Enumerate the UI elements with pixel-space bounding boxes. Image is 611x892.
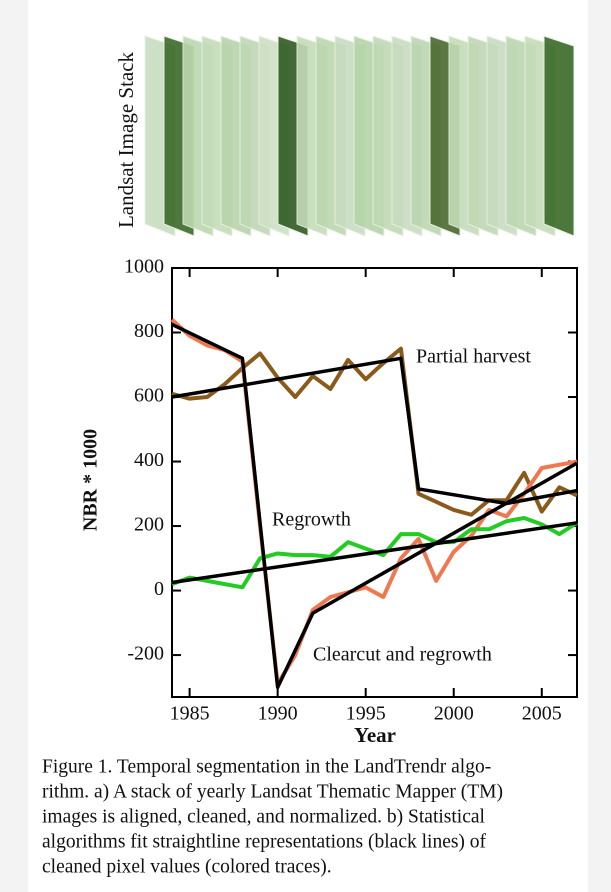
caption-line: rithm. a) A stack of yearly Landsat Them… [42,781,503,802]
x-tick-label: 2000 [434,703,474,725]
annotation: Partial harvest [416,346,531,368]
y-tick-label: 1000 [124,256,164,278]
x-tick-label: 1985 [170,703,210,725]
y-tick-label: 400 [134,449,164,471]
caption-line: images is aligned, cleaned, and normaliz… [42,806,486,827]
y-axis-label: NBR * 1000 [80,429,102,531]
y-tick-label: 0 [154,578,164,600]
caption-line: Figure 1. Temporal segmentation in the L… [42,756,491,777]
annotation: Clearcut and regrowth [313,644,492,666]
image-frame [544,36,574,236]
y-tick-label: 200 [134,514,164,536]
x-tick-label: 2005 [522,703,562,725]
x-tick-label: 1990 [258,703,298,725]
annotation: Regrowth [272,509,351,531]
page: Landsat Image Stack NBR * 1000 Year Part… [0,0,611,892]
figure: Landsat Image Stack NBR * 1000 Year Part… [0,0,611,892]
stack-label: Landsat Image Stack [114,51,138,228]
x-tick-label: 1995 [346,703,386,725]
x-axis-label: Year [354,723,396,747]
y-tick-label: 800 [134,320,164,342]
y-tick-label: 600 [134,385,164,407]
image-stack [145,36,574,236]
caption-line: algorithms fit straightline representati… [42,831,487,852]
caption-line: cleaned pixel values (colored traces). [42,856,332,877]
y-tick-label: -200 [127,643,164,665]
